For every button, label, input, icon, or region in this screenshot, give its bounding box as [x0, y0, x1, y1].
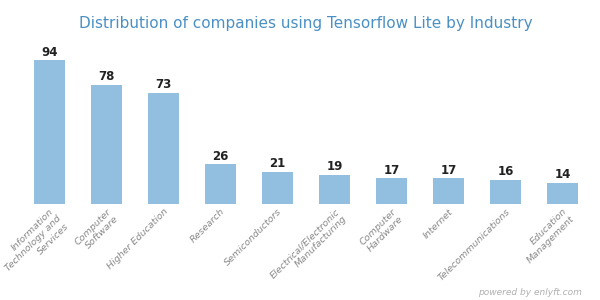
Text: 19: 19: [326, 160, 343, 173]
Text: 78: 78: [98, 70, 115, 83]
Text: 14: 14: [554, 168, 571, 181]
Text: 26: 26: [212, 150, 229, 163]
Text: 21: 21: [269, 158, 286, 170]
Text: 16: 16: [497, 165, 514, 178]
Bar: [319, 175, 350, 204]
Text: 73: 73: [155, 78, 172, 91]
Text: powered by enlyft.com: powered by enlyft.com: [478, 288, 582, 297]
Bar: [376, 178, 407, 204]
Bar: [262, 172, 293, 204]
Title: Distribution of companies using Tensorflow Lite by Industry: Distribution of companies using Tensorfl…: [79, 16, 533, 31]
Bar: [490, 180, 521, 204]
Bar: [148, 92, 179, 204]
Text: 17: 17: [440, 164, 457, 176]
Bar: [34, 60, 65, 204]
Bar: [433, 178, 464, 204]
Bar: [205, 164, 236, 204]
Bar: [91, 85, 122, 204]
Text: 94: 94: [41, 46, 58, 59]
Bar: [547, 183, 578, 204]
Text: 17: 17: [383, 164, 400, 176]
